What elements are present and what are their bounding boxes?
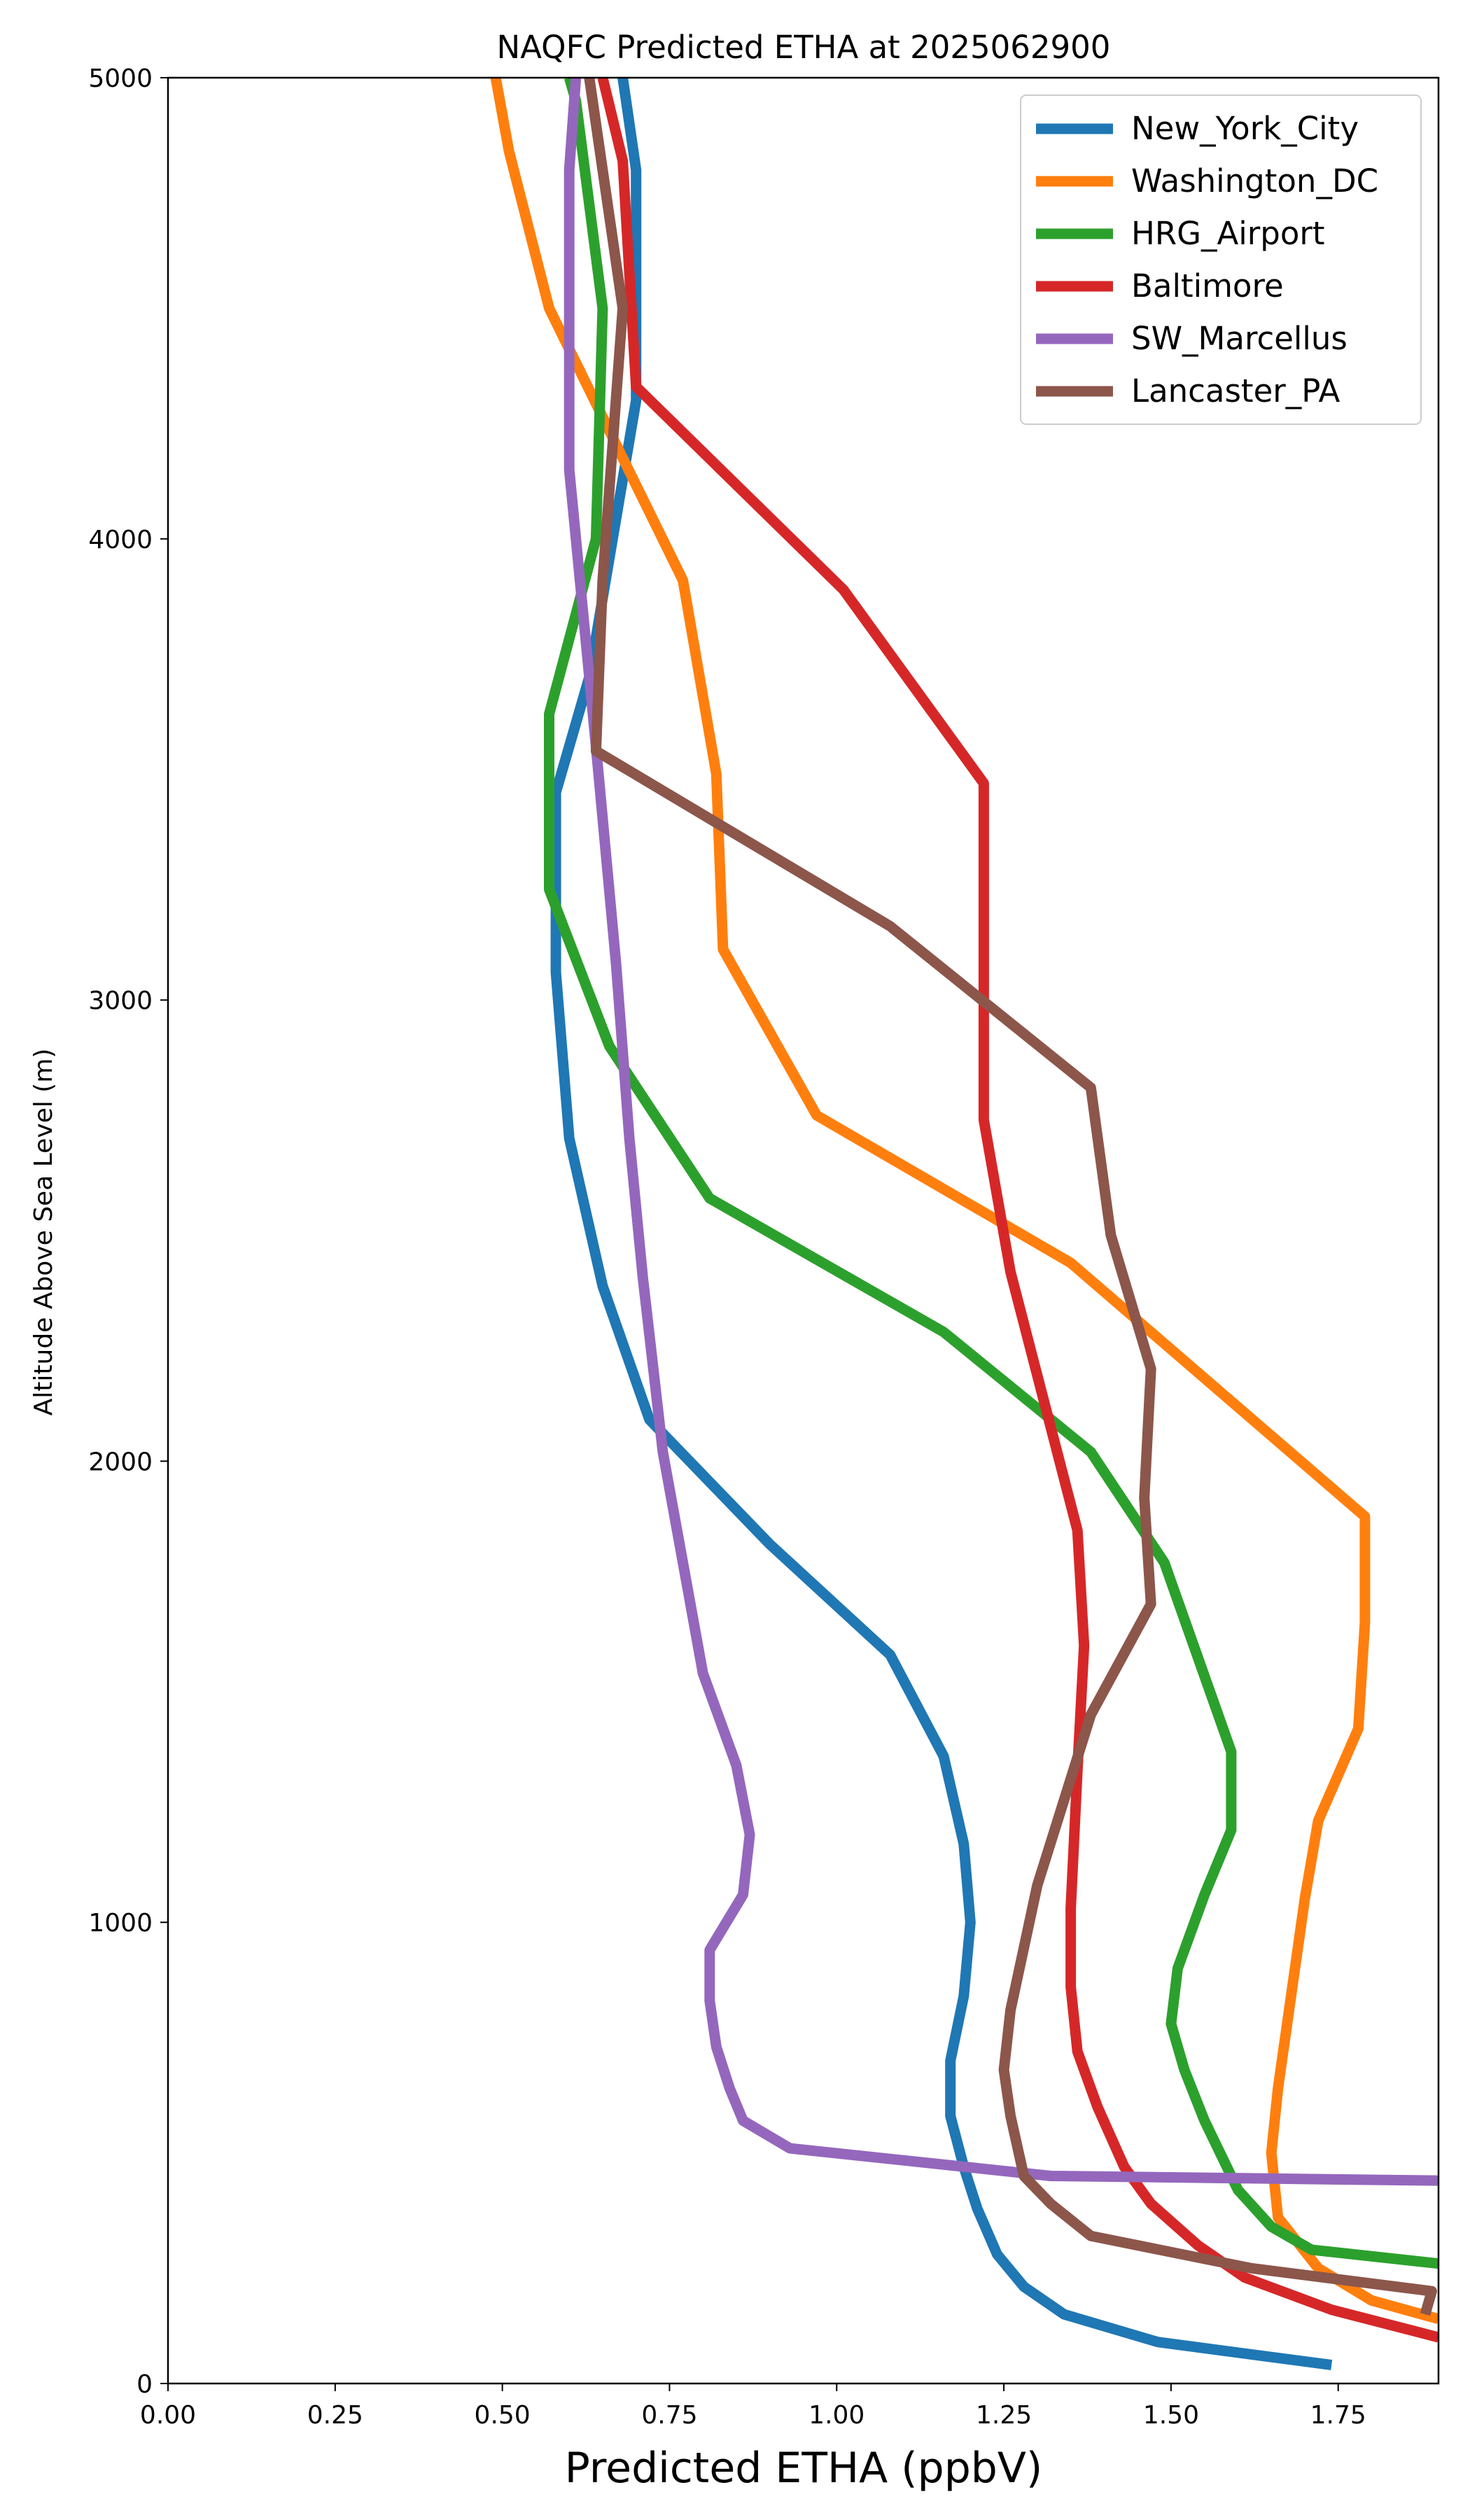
axes: 0.00 0.25 0.50 0.75 1.00 1.25 1.50 1.75 0 1000 200… — [88, 64, 1440, 2430]
legend-label: HRG_Airport — [1131, 215, 1325, 252]
series-line-new-york-city — [550, 78, 1333, 2371]
series-line-hrg-airport — [544, 78, 1438, 2269]
legend-box — [1020, 94, 1422, 425]
y-tick-label: 4000 — [88, 526, 153, 554]
chart-title: NAQFC Predicted ETHA at 2025062900 — [497, 29, 1111, 66]
y-tick-label: 1000 — [88, 1909, 153, 1938]
x-axis-label: Predicted ETHA (ppbV) — [565, 2444, 1043, 2493]
x-tick-label: 0.00 — [140, 2401, 196, 2430]
x-tick-label: 1.00 — [808, 2401, 864, 2430]
series-line-lancaster-pa — [584, 78, 1437, 2316]
x-tick-label: 0.75 — [641, 2401, 697, 2430]
legend-label: SW_Marcellus — [1131, 320, 1348, 357]
x-tick-label: 1.75 — [1310, 2401, 1366, 2430]
y-tick-label: 5000 — [88, 64, 153, 93]
y-axis-label: Altitude Above Sea Level (m) — [29, 1049, 58, 1416]
legend: New_York_City Washington_DC HRG_Airport Bal… — [1020, 94, 1422, 425]
y-tick-label: 2000 — [88, 1448, 153, 1476]
x-tick-label: 0.25 — [307, 2401, 363, 2430]
legend-label: Baltimore — [1131, 267, 1284, 304]
legend-label: Lancaster_PA — [1131, 372, 1340, 410]
y-tick-label: 3000 — [88, 987, 153, 1016]
legend-label: Washington_DC — [1131, 162, 1378, 200]
legend-label: New_York_City — [1131, 110, 1359, 147]
series-lines — [490, 78, 1438, 2371]
x-tick-label: 1.50 — [1143, 2401, 1199, 2430]
x-tick-label: 0.50 — [475, 2401, 531, 2430]
series-line-sw-marcellus — [564, 78, 1438, 2186]
plot-frame — [167, 76, 1440, 2385]
series-line-baltimore — [597, 78, 1438, 2343]
x-tick-label: 1.25 — [976, 2401, 1032, 2430]
series-line-washington-dc — [490, 78, 1438, 2325]
y-tick-label: 0 — [136, 2370, 153, 2399]
